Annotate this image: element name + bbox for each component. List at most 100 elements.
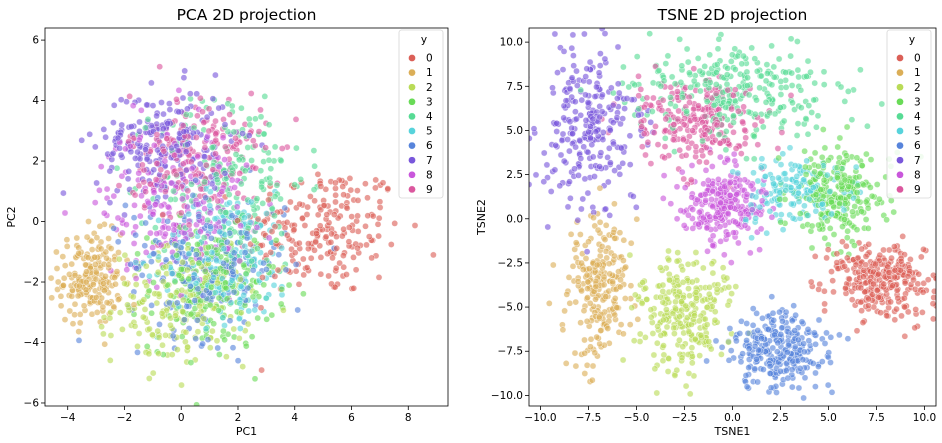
data-point-class-5 [263,210,270,217]
data-point-class-5 [246,219,254,226]
data-point-class-4 [848,116,856,124]
data-point-class-0 [368,254,376,262]
data-point-class-7 [573,82,581,89]
data-point-class-3 [249,293,257,301]
data-point-class-7 [570,62,578,70]
data-point-class-4 [646,30,654,38]
data-point-class-7 [91,143,99,151]
data-point-class-4 [266,179,274,187]
data-point-class-2 [666,276,673,284]
data-point-class-9 [163,135,171,142]
data-point-class-0 [821,287,828,295]
data-point-class-3 [143,343,151,350]
data-point-class-2 [628,304,636,312]
y-tick-label: 2.5 [506,169,523,181]
data-point-class-0 [815,286,822,293]
data-point-class-6 [162,256,170,264]
data-point-class-2 [691,335,699,343]
data-point-class-4 [805,102,813,109]
data-point-class-7 [175,108,183,116]
data-point-class-7 [583,248,591,256]
data-point-class-7 [564,136,571,143]
data-point-class-3 [821,234,829,242]
legend-marker-class-9 [896,185,904,194]
data-point-class-2 [149,369,157,377]
data-point-class-0 [875,294,882,301]
data-point-class-9 [680,175,688,183]
data-point-class-7 [100,126,108,133]
data-point-class-3 [206,301,214,309]
data-point-class-2 [665,355,672,362]
data-point-class-1 [57,302,65,310]
data-point-class-5 [742,216,750,223]
data-point-class-4 [814,112,822,120]
x-tick-label: 5.0 [820,412,837,424]
data-point-class-2 [115,255,123,263]
data-point-class-5 [801,202,808,210]
data-point-class-6 [743,320,751,327]
data-point-class-2 [657,293,664,301]
data-point-class-1 [68,260,76,268]
data-point-class-7 [626,161,634,168]
data-point-class-2 [106,357,114,364]
data-point-class-4 [857,66,864,74]
data-point-class-7 [580,143,588,151]
data-point-class-4 [706,51,714,59]
data-point-class-0 [841,262,848,270]
data-point-class-6 [230,288,238,296]
data-point-class-8 [126,142,134,150]
data-point-class-9 [686,99,693,106]
data-point-class-2 [692,249,700,256]
data-point-class-6 [788,317,796,325]
data-point-class-3 [220,327,227,335]
data-point-class-8 [123,266,131,274]
data-point-class-7 [166,100,173,107]
data-point-class-3 [811,149,819,157]
data-point-class-2 [98,323,105,331]
legend-marker-class-1 [408,68,416,77]
data-point-class-8 [689,225,697,232]
data-point-class-6 [712,337,720,345]
data-point-class-7 [193,90,201,98]
data-point-class-4 [267,165,275,173]
data-point-class-7 [110,101,118,109]
data-point-class-1 [593,261,601,269]
y-tick-label: 0 [32,216,39,228]
data-point-class-1 [633,215,641,223]
data-point-class-4 [690,77,698,85]
data-point-class-7 [585,78,593,86]
data-point-class-0 [295,280,303,288]
data-point-class-1 [600,281,608,289]
data-point-class-0 [354,228,362,235]
data-point-class-6 [192,335,200,343]
data-point-class-1 [115,296,122,303]
data-point-class-4 [182,111,190,118]
data-point-class-3 [830,231,838,238]
data-point-class-8 [158,182,166,190]
data-point-class-1 [75,249,83,257]
data-point-class-6 [766,362,774,370]
data-point-class-1 [567,230,575,238]
data-point-class-4 [265,121,273,129]
data-point-class-7 [588,141,596,149]
data-point-class-8 [201,205,209,212]
data-point-class-6 [134,349,141,356]
data-point-class-5 [221,322,228,329]
data-point-class-4 [694,55,702,62]
data-point-class-7 [647,118,655,126]
data-point-class-1 [571,349,579,357]
data-point-class-5 [776,189,784,196]
data-point-class-0 [830,288,837,296]
data-point-class-3 [873,181,881,188]
data-point-class-9 [669,136,677,144]
data-point-class-8 [100,209,108,217]
data-point-class-2 [172,312,179,320]
data-point-class-0 [338,232,346,240]
data-point-class-1 [103,299,111,306]
data-point-class-8 [187,231,195,238]
data-point-class-0 [376,198,384,206]
data-point-class-2 [653,389,661,397]
data-point-class-5 [248,247,256,255]
data-point-class-1 [593,333,601,341]
data-point-class-2 [663,306,670,313]
